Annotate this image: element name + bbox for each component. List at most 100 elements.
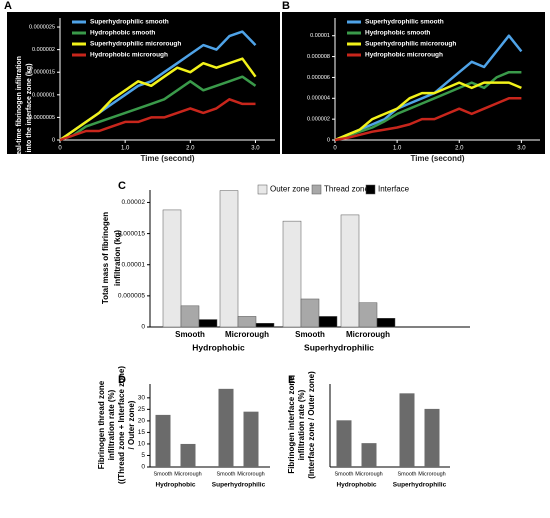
x-tick-label: Smooth [154,471,173,477]
y-tick-label: 0.0000015 [29,70,55,76]
y-tick-label: 0.0000025 [29,24,55,30]
x-tick-label: Microrough [174,471,202,477]
bar [340,214,360,328]
panel-label: A [4,0,12,12]
bar [219,190,239,328]
bar [358,302,378,328]
group-label: Hydrophobic [336,482,376,489]
x-tick-label: 0 [58,146,62,152]
legend-label: Superhydrophilic microrough [90,41,181,48]
series-line [59,75,257,142]
bar [180,305,200,328]
y-axis-label: infiltration (kg) [113,230,122,286]
x-axis-label: Time (second) [140,154,194,163]
y-axis-label: into the thread zone (kg) [301,341,308,422]
group-label: Hydrophobic [155,482,195,489]
x-tick-label: 0 [333,146,337,152]
y-tick-label: 0 [52,137,55,143]
x-tick-label: 3.0 [517,146,526,152]
panel-label: D [118,374,126,386]
series-line [59,57,257,142]
y-axis-label: into the interface zone (kg) [26,63,33,152]
y-tick-label: 15 [138,429,146,436]
x-tick-label: Microrough [237,471,265,477]
bar [376,318,396,328]
y-tick-label: 30 [138,395,146,402]
y-axis-label: Fibrinogen interface zone [287,376,296,474]
bar [424,408,440,467]
x-tick-label: 2.0 [455,146,464,152]
y-tick-label: 0 [141,324,145,331]
legend-label: Hydrophobic smooth [365,30,430,37]
series-line [334,34,523,142]
bar [155,414,171,467]
group-label: Hydrophobic [192,342,245,352]
legend-swatch [365,184,376,195]
bar [336,420,352,467]
y-tick-label: 0 [141,464,145,471]
legend-label: Superhydrophilic microrough [365,41,456,48]
x-tick-label: 2.0 [186,146,195,152]
x-tick-label: Smooth [335,471,354,477]
x-axis-label: Time (second) [410,154,464,163]
y-tick-label: 0 [327,137,330,143]
y-tick-label: 0.00001 [122,261,146,268]
bar [180,443,196,467]
x-tick-label: 3.0 [251,146,260,152]
y-axis-label: (Interface zone / Outer zone) [307,371,316,479]
legend-label: Superhydrophilic smooth [90,19,169,26]
x-tick-label: 1.0 [393,146,402,152]
legend-label: Hydrophobic smooth [90,30,155,37]
y-tick-label: 10 [138,441,146,448]
legend-label: Outer zone [270,185,310,194]
y-tick-label: 0.000005 [118,293,145,300]
bar [282,220,302,328]
y-axis-label: Fibrinogen thread zone [97,380,106,469]
y-tick-label: 0.000015 [118,230,145,237]
y-tick-label: 0.0000005 [29,115,55,121]
y-tick-label: 0.000002 [307,117,330,123]
group-label: Superhydrophilic [393,482,447,489]
y-axis-label: Total mass of fibrinogen [101,212,110,304]
bar [300,298,320,328]
y-axis-label: / Outer zone) [127,400,136,449]
bar [399,393,415,467]
y-tick-label: 0.000004 [307,96,330,102]
legend-swatch [257,184,268,195]
legend-label: Hydrophobic microrough [90,52,168,59]
legend-label: Interface [378,185,410,194]
bar [218,388,234,467]
y-axis-label: ((Thread zone + Interface zone) [117,366,126,484]
y-axis-label: Real-time fibrinogen infiltration [291,330,298,434]
y-axis-label: infiltration rate (%) [107,389,116,460]
bar [255,323,275,328]
x-tick-label: Microrough [355,471,383,477]
group-label: Superhydrophilic [212,482,266,489]
bar [361,443,377,467]
bar [162,209,182,328]
x-tick-label: Microrough [225,330,269,339]
bar [318,316,338,328]
y-tick-label: 5 [141,452,145,459]
y-tick-label: 20 [138,418,146,425]
bar [237,316,257,328]
x-tick-label: Smooth [398,471,417,477]
y-axis-label: Real-time fibrinogen infiltration [16,56,23,160]
x-tick-label: Microrough [418,471,446,477]
series-line [334,97,522,142]
series-line [334,81,522,142]
y-axis-label: infiltration rate (%) [297,389,306,460]
legend-label: Superhydrophilic smooth [365,19,444,26]
bar [243,411,259,467]
y-tick-label: 0.000001 [32,92,55,98]
y-tick-label: 0.000002 [32,47,55,53]
x-tick-label: 1.0 [121,146,130,152]
x-tick-label: Smooth [175,330,205,339]
y-tick-label: 0.00001 [310,33,330,39]
panel-label: B [282,0,290,12]
y-tick-label: 0.00002 [122,199,146,206]
bar [198,319,218,328]
legend-label: Thread zone [324,185,369,194]
panel-label: C [118,180,126,192]
